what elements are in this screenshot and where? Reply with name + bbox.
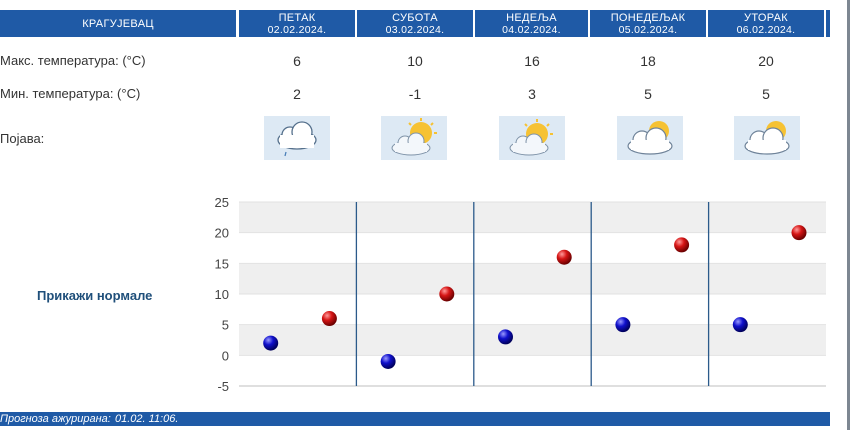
- day-date: 03.02.2024.: [385, 23, 445, 36]
- max-temp-point[interactable]: [674, 237, 690, 253]
- min-temp-label: Мин. температура: (°C): [0, 86, 141, 101]
- header-edge: [826, 10, 830, 37]
- day-date: 05.02.2024.: [618, 23, 678, 36]
- grid-band: [239, 232, 826, 264]
- grid-band: [239, 324, 826, 356]
- y-tick-label: 5: [222, 318, 229, 333]
- max-temp-value: 16: [524, 53, 540, 69]
- min-temp-point[interactable]: [615, 317, 631, 333]
- max-temp-value: 20: [758, 53, 774, 69]
- temperature-chart: -5 0 5 10 15 20 25: [215, 195, 826, 392]
- day-date: 04.02.2024.: [502, 23, 561, 36]
- min-temp-value: 3: [528, 86, 536, 102]
- max-temp-value: 6: [293, 53, 301, 69]
- min-temp-point[interactable]: [380, 353, 396, 369]
- day-name: ПОНЕДЕЉАК: [610, 11, 686, 24]
- day-date: 02.02.2024.: [267, 23, 327, 36]
- max-temp-point[interactable]: [556, 249, 572, 265]
- min-temp-value: 2: [293, 86, 301, 102]
- min-temp-point[interactable]: [497, 329, 513, 345]
- forecast-updated-value: 01.02. 11:06.: [115, 413, 179, 425]
- forecast-header: КРАГУЈЕВАЦ ПЕТАК 02.02.2024. СУБОТА 03.0…: [0, 10, 830, 37]
- min-temp-value: 5: [762, 86, 770, 102]
- city-name: КРАГУЈЕВАЦ: [82, 17, 154, 30]
- show-normals-link[interactable]: Прикажи нормале: [37, 288, 153, 303]
- partly-cloudy-icon: [381, 116, 447, 160]
- footer-bar: Прогноза ажурирана: 01.02. 11:06.: [0, 412, 830, 426]
- day-date: 06.02.2024.: [736, 23, 796, 36]
- y-tick-label: -5: [217, 379, 229, 392]
- day-header: УТОРАК 06.02.2024.: [708, 10, 824, 37]
- day-name: ПЕТАК: [278, 11, 316, 24]
- min-temp-point[interactable]: [732, 317, 748, 333]
- y-tick-label: 15: [215, 256, 229, 271]
- grid-band: [239, 202, 826, 233]
- day-name: СУБОТА: [392, 11, 438, 24]
- day-name: УТОРАК: [744, 11, 788, 24]
- max-temp-point[interactable]: [321, 311, 337, 327]
- day-header: ПОНЕДЕЉАК 05.02.2024.: [590, 10, 706, 37]
- phenomenon-label: Појава:: [0, 131, 45, 146]
- forecast-updated-label: Прогноза ажурирана:: [0, 413, 111, 425]
- y-tick-label: 0: [222, 348, 229, 363]
- city-header: КРАГУЈЕВАЦ: [0, 10, 236, 37]
- day-header: НЕДЕЉА 04.02.2024.: [475, 10, 588, 37]
- mostly-cloudy-icon: [617, 116, 683, 160]
- day-name: НЕДЕЉА: [506, 11, 557, 24]
- max-temp-point[interactable]: [439, 286, 455, 302]
- grid-band: [239, 294, 826, 325]
- max-temp-label: Макс. температура: (°C): [0, 53, 146, 68]
- grid-band: [239, 263, 826, 294]
- y-tick-label: 10: [215, 287, 229, 302]
- min-temp-value: -1: [408, 86, 422, 102]
- min-temp-value: 5: [644, 86, 652, 102]
- y-tick-label: 25: [215, 195, 229, 210]
- max-temp-value: 10: [407, 53, 423, 69]
- partly-cloudy-icon: [499, 116, 565, 160]
- scrollbar-edge: [847, 0, 850, 430]
- grid-band: [239, 355, 826, 386]
- max-temp-value: 18: [640, 53, 656, 69]
- day-header: СУБОТА 03.02.2024.: [357, 10, 473, 37]
- cloud-rain-icon: [264, 116, 330, 160]
- y-tick-label: 20: [215, 226, 229, 241]
- max-temp-point[interactable]: [791, 225, 807, 241]
- min-temp-point[interactable]: [263, 335, 279, 351]
- day-header: ПЕТАК 02.02.2024.: [239, 10, 355, 37]
- mostly-cloudy-icon: [734, 116, 800, 160]
